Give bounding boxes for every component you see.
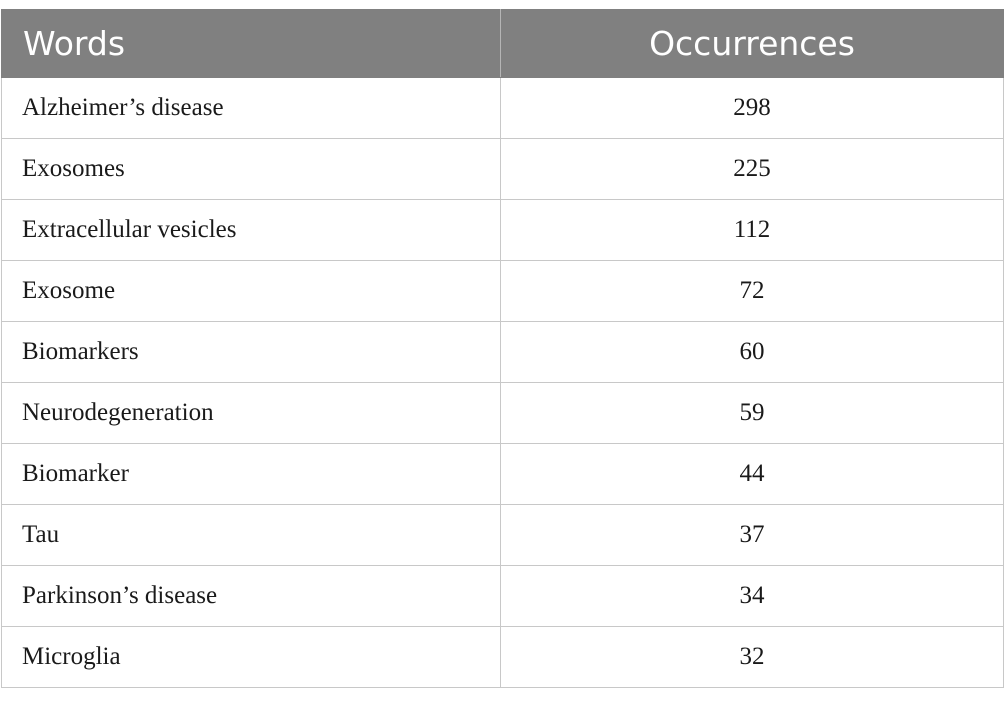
header-occurrences: Occurrences	[500, 9, 1004, 78]
count-cell: 298	[500, 77, 1004, 139]
count-cell: 32	[500, 626, 1004, 688]
table-row: Microglia 32	[1, 626, 1004, 688]
keyword-occurrence-table: Words Occurrences Alzheimer’s disease 29…	[1, 9, 1004, 688]
header-row: Words Occurrences	[1, 9, 1004, 78]
word-cell: Neurodegeneration	[1, 382, 501, 444]
table-row: Extracellular vesicles 112	[1, 199, 1004, 261]
table-row: Exosomes 225	[1, 138, 1004, 200]
word-cell: Alzheimer’s disease	[1, 77, 501, 139]
count-cell: 72	[500, 260, 1004, 322]
count-cell: 37	[500, 504, 1004, 566]
word-cell: Biomarker	[1, 443, 501, 505]
table-row: Neurodegeneration 59	[1, 382, 1004, 444]
word-cell: Biomarkers	[1, 321, 501, 383]
count-cell: 34	[500, 565, 1004, 627]
word-cell: Tau	[1, 504, 501, 566]
word-cell: Microglia	[1, 626, 501, 688]
table-row: Exosome 72	[1, 260, 1004, 322]
table-row: Alzheimer’s disease 298	[1, 77, 1004, 139]
table-row: Biomarkers 60	[1, 321, 1004, 383]
word-cell: Exosome	[1, 260, 501, 322]
word-cell: Extracellular vesicles	[1, 199, 501, 261]
count-cell: 60	[500, 321, 1004, 383]
table-header: Words Occurrences	[1, 9, 1004, 78]
word-cell: Exosomes	[1, 138, 501, 200]
table-body: Alzheimer’s disease 298 Exosomes 225 Ext…	[1, 77, 1004, 688]
word-cell: Parkinson’s disease	[1, 565, 501, 627]
table-row: Biomarker 44	[1, 443, 1004, 505]
count-cell: 225	[500, 138, 1004, 200]
count-cell: 112	[500, 199, 1004, 261]
keyword-table-container: Words Occurrences Alzheimer’s disease 29…	[1, 9, 1004, 688]
table-row: Parkinson’s disease 34	[1, 565, 1004, 627]
table-row: Tau 37	[1, 504, 1004, 566]
count-cell: 59	[500, 382, 1004, 444]
count-cell: 44	[500, 443, 1004, 505]
header-words: Words	[1, 9, 501, 78]
